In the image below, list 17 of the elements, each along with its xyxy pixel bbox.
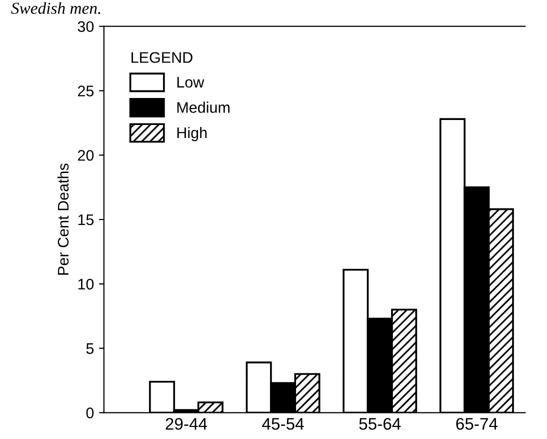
x-tick-label: 65-74 bbox=[456, 418, 498, 430]
y-tick-label: 25 bbox=[78, 86, 94, 96]
x-tick-label: 45-54 bbox=[262, 418, 304, 430]
legend-label: Medium bbox=[177, 102, 230, 113]
x-tick-label: 55-64 bbox=[359, 418, 401, 430]
y-tick-label: 5 bbox=[86, 343, 94, 354]
y-tick-label: 30 bbox=[78, 21, 94, 32]
legend-label: High bbox=[177, 126, 207, 142]
x-tick-label: 29-44 bbox=[166, 418, 208, 430]
y-tick-label: 10 bbox=[78, 278, 94, 290]
y-tick-label: 20 bbox=[78, 150, 94, 161]
y-tick-label: 0 bbox=[86, 408, 94, 418]
y-axis-title: Per Cent Deaths bbox=[57, 164, 69, 275]
chart-title: Swedish men. bbox=[11, 2, 100, 14]
y-tick-label: 15 bbox=[78, 214, 94, 226]
legend-title: LEGEND bbox=[132, 52, 192, 63]
legend-label: Low bbox=[177, 76, 204, 88]
